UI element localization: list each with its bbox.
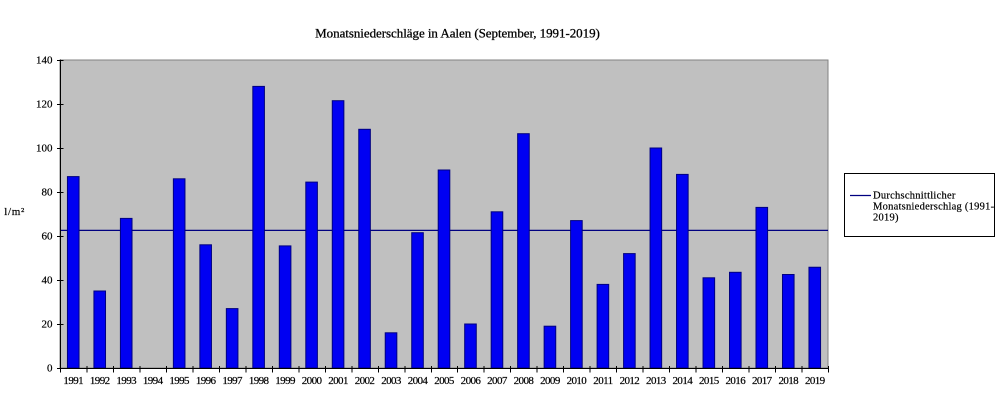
svg-text:2007: 2007 — [487, 375, 508, 387]
svg-text:2003: 2003 — [381, 375, 402, 387]
svg-text:2010: 2010 — [567, 375, 588, 387]
svg-text:1994: 1994 — [143, 375, 164, 387]
svg-text:2011: 2011 — [593, 375, 612, 387]
svg-text:2001: 2001 — [328, 375, 348, 387]
svg-text:2012: 2012 — [620, 375, 640, 387]
svg-text:0: 0 — [47, 363, 53, 375]
svg-text:Monatsniederschlag (1991-: Monatsniederschlag (1991- — [873, 202, 995, 213]
svg-text:2018: 2018 — [778, 375, 799, 387]
svg-text:1991: 1991 — [63, 375, 83, 387]
svg-text:1992: 1992 — [90, 375, 110, 387]
svg-text:Monatsniederschläge in Aalen (: Monatsniederschläge in Aalen (September,… — [315, 26, 600, 41]
svg-text:l/m²: l/m² — [4, 206, 25, 218]
svg-text:60: 60 — [42, 231, 54, 243]
svg-text:2008: 2008 — [514, 375, 535, 387]
svg-text:2016: 2016 — [726, 375, 747, 387]
svg-text:2002: 2002 — [355, 375, 375, 387]
svg-text:100: 100 — [36, 143, 53, 155]
svg-text:140: 140 — [36, 55, 53, 67]
svg-text:2004: 2004 — [408, 375, 429, 387]
svg-text:1996: 1996 — [196, 375, 217, 387]
svg-text:1998: 1998 — [249, 375, 270, 387]
svg-text:1995: 1995 — [169, 375, 190, 387]
svg-text:1993: 1993 — [116, 375, 137, 387]
svg-text:2006: 2006 — [461, 375, 482, 387]
svg-text:2009: 2009 — [540, 375, 561, 387]
svg-text:2014: 2014 — [673, 375, 694, 387]
svg-text:2000: 2000 — [302, 375, 323, 387]
svg-text:2019): 2019) — [873, 212, 899, 223]
svg-text:2005: 2005 — [434, 375, 455, 387]
svg-text:80: 80 — [42, 187, 54, 199]
svg-text:20: 20 — [42, 319, 54, 331]
svg-text:2013: 2013 — [646, 375, 667, 387]
svg-text:2017: 2017 — [752, 375, 773, 387]
svg-text:40: 40 — [42, 275, 54, 287]
svg-text:1997: 1997 — [222, 375, 243, 387]
svg-text:2019: 2019 — [805, 375, 826, 387]
svg-text:2015: 2015 — [699, 375, 720, 387]
svg-text:Durchschnittlicher: Durchschnittlicher — [873, 191, 956, 202]
svg-text:1999: 1999 — [275, 375, 296, 387]
svg-text:120: 120 — [36, 99, 53, 111]
